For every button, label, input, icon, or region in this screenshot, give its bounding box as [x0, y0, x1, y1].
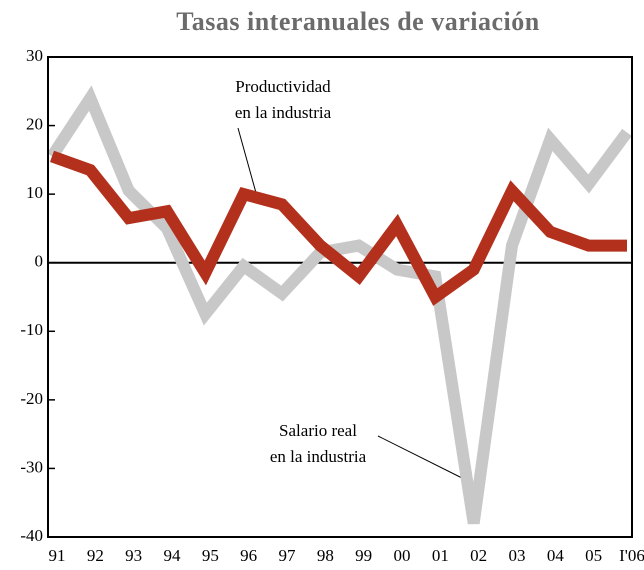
x-tick-label: 01 [432, 546, 449, 565]
series-line [49, 150, 627, 306]
x-tick-label: 05 [585, 546, 602, 565]
x-tick-label: 04 [547, 546, 565, 565]
x-tick-label: 03 [509, 546, 526, 565]
annotation: en la industria [235, 103, 332, 122]
x-tick-label: 96 [240, 546, 257, 565]
x-tick-label: 99 [355, 546, 372, 565]
x-tick-label: 91 [49, 546, 66, 565]
y-tick-label: 30 [26, 46, 43, 65]
y-tick-label: -40 [20, 526, 43, 545]
annotation: Salario real [279, 421, 357, 440]
y-tick-label: 0 [35, 252, 44, 271]
x-tick-label: 98 [317, 546, 334, 565]
x-tick-label: 97 [279, 546, 297, 565]
x-tick-label: 92 [87, 546, 104, 565]
chart-title: Tasas interanuales de variación [176, 7, 539, 36]
x-tick-label: 95 [202, 546, 219, 565]
y-tick-label: -20 [20, 389, 43, 408]
y-tick-label: -10 [20, 320, 43, 339]
x-tick-label: 93 [125, 546, 142, 565]
plot-frame [47, 56, 633, 538]
x-tick-label: 94 [164, 546, 182, 565]
y-tick-label: -30 [20, 457, 43, 476]
annotation: Productividad [235, 77, 331, 96]
annotation: en la industria [270, 447, 367, 466]
x-tick-label: 02 [470, 546, 487, 565]
y-tick-label: 20 [26, 114, 43, 133]
x-tick-label: 00 [394, 546, 411, 565]
leader-line [237, 127, 259, 201]
leader-line [377, 435, 463, 479]
x-tick-label: I'06 [619, 546, 644, 565]
y-tick-label: 10 [26, 183, 43, 202]
